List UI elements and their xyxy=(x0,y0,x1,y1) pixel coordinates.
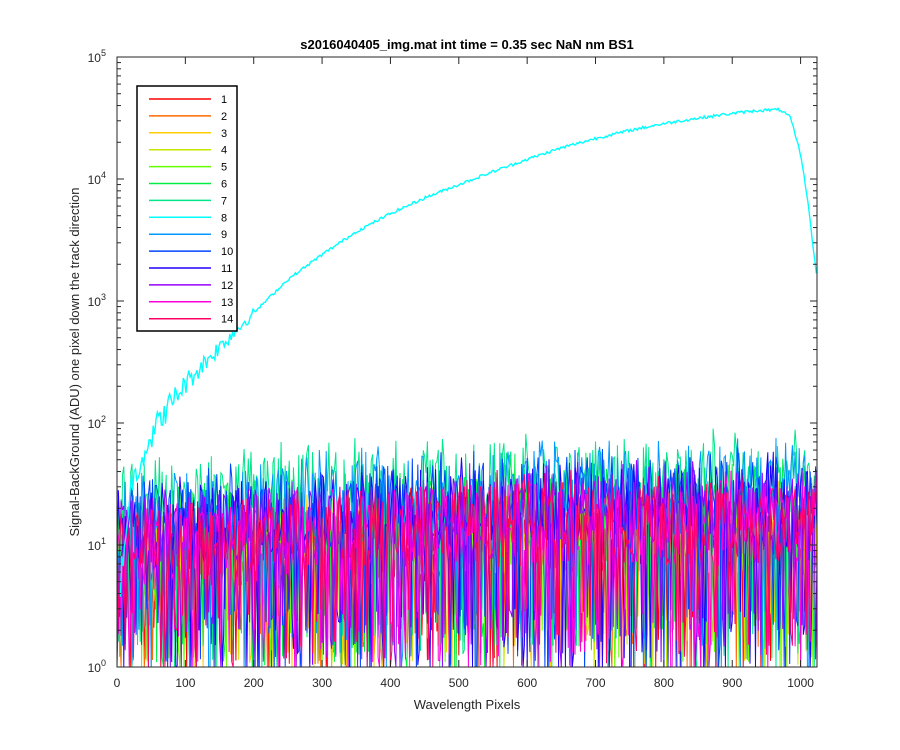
series-line-14 xyxy=(117,469,817,667)
x-tick-label: 800 xyxy=(654,676,674,690)
legend-label-6: 6 xyxy=(221,179,227,191)
x-tick-label: 200 xyxy=(244,676,264,690)
x-tick-label: 500 xyxy=(449,676,469,690)
x-tick-label: 900 xyxy=(722,676,742,690)
legend-label-11: 11 xyxy=(221,263,232,275)
chart-title: s2016040405_img.mat int time = 0.35 sec … xyxy=(300,37,634,52)
series-line-11 xyxy=(117,451,817,667)
x-tick-label: 100 xyxy=(175,676,195,690)
series-line-13 xyxy=(117,470,817,667)
series-line-10 xyxy=(117,447,817,667)
legend-label-3: 3 xyxy=(221,128,227,140)
series-layer xyxy=(117,107,817,667)
axes-box xyxy=(116,56,818,668)
legend-label-5: 5 xyxy=(221,162,227,174)
legend-label-10: 10 xyxy=(221,246,233,258)
x-tick-label: 0 xyxy=(114,676,121,690)
y-tick-label: 104 xyxy=(88,170,106,187)
x-axis-label: Wavelength Pixels xyxy=(414,697,521,712)
y-tick-label: 105 xyxy=(88,48,106,65)
legend-label-7: 7 xyxy=(221,195,227,207)
y-tick-label: 100 xyxy=(88,658,106,675)
legend-label-12: 12 xyxy=(221,280,233,292)
legend-label-4: 4 xyxy=(221,145,227,157)
series-line-12 xyxy=(117,460,817,667)
x-tick-label: 600 xyxy=(517,676,537,690)
x-tick-label: 1000 xyxy=(787,676,814,690)
legend-label-13: 13 xyxy=(221,297,233,309)
x-tick-label: 700 xyxy=(586,676,606,690)
x-tick-label: 400 xyxy=(380,676,400,690)
y-tick-label: 101 xyxy=(88,536,106,553)
legend-label-9: 9 xyxy=(221,229,227,241)
legend-label-2: 2 xyxy=(221,111,227,123)
x-tick-label: 300 xyxy=(312,676,332,690)
axes-layer: 0 100 200 300 400 500 600 700 800 900 100010010110… xyxy=(88,48,818,690)
legend-label-8: 8 xyxy=(221,212,227,224)
y-axis-label: Signal-BackGround (ADU) one pixel down t… xyxy=(67,187,82,536)
legend-label-1: 1 xyxy=(221,94,227,106)
legend-label-14: 14 xyxy=(221,314,233,326)
y-tick-label: 102 xyxy=(88,414,106,431)
legend-box xyxy=(136,85,238,332)
y-tick-label: 103 xyxy=(88,292,106,309)
